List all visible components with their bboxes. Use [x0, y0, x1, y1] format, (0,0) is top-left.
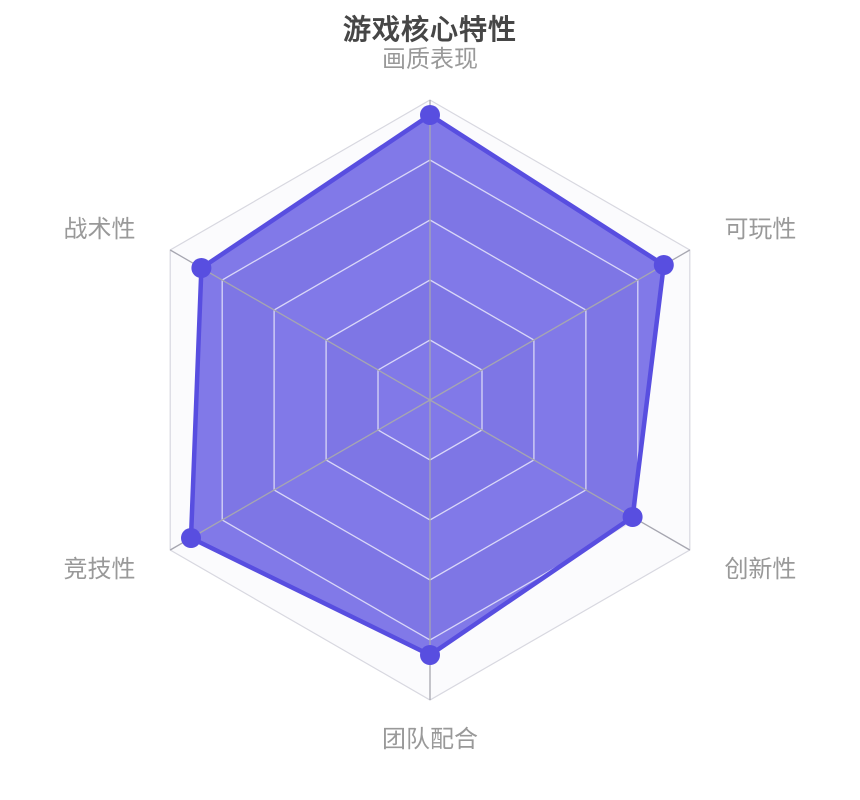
axis-label-playability: 可玩性 [724, 216, 797, 243]
axis-line-1 [429, 249, 691, 401]
axis-line-4 [169, 399, 431, 551]
axis-label-teamwork: 团队配合 [382, 726, 478, 753]
data-point-3[interactable] [420, 645, 440, 665]
axis-line-2 [429, 399, 691, 551]
series-area[interactable] [191, 115, 664, 655]
axis-label-tactics: 战术性 [63, 216, 136, 243]
axis-label-graphics: 画质表现 [382, 46, 478, 73]
data-point-2[interactable] [622, 507, 643, 527]
data-point-0[interactable] [420, 105, 440, 125]
axis-label-competitive: 竞技性 [63, 556, 136, 583]
data-point-4[interactable] [181, 528, 201, 548]
axis-line-5 [169, 249, 431, 401]
chart-title: 游戏核心特性 [342, 14, 517, 45]
data-point-1[interactable] [653, 255, 674, 275]
axis-label-innovation: 创新性 [724, 556, 797, 583]
data-point-5[interactable] [191, 258, 212, 278]
